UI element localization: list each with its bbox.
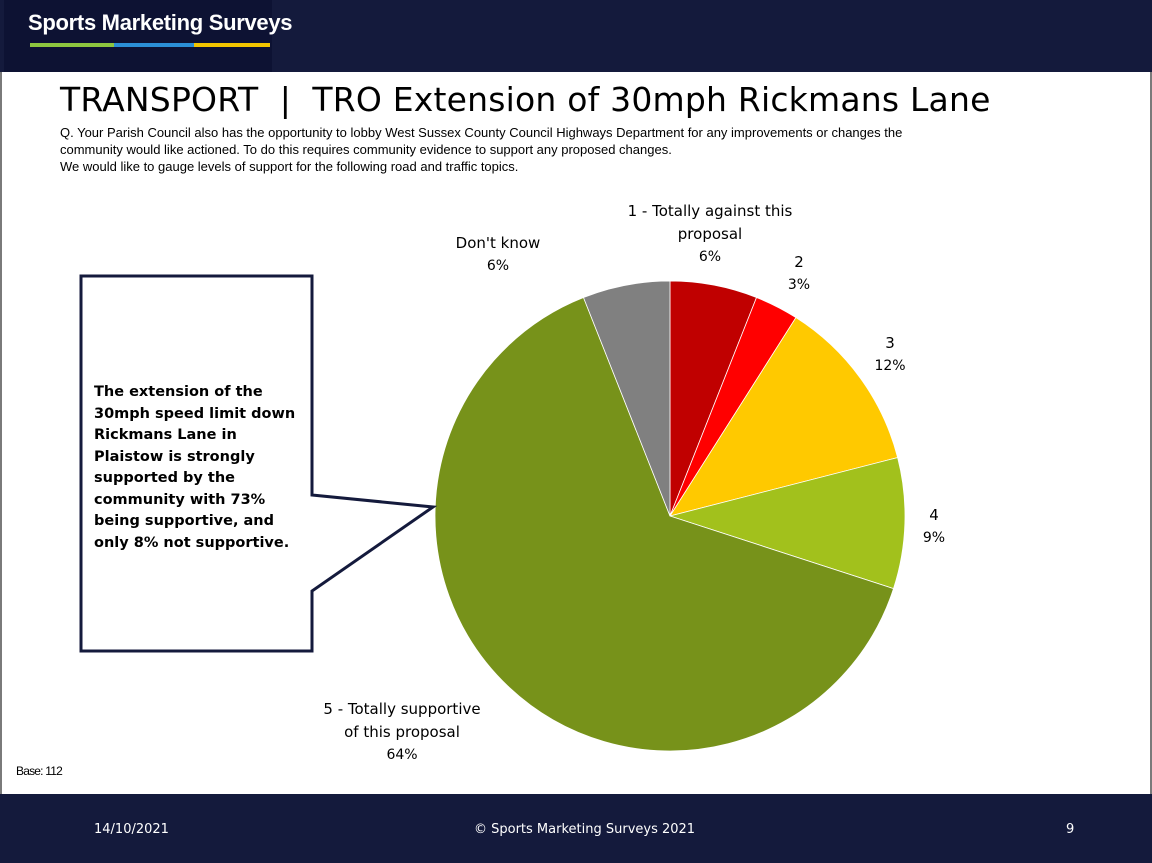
page-title: TRANSPORT | TRO Extension of 30mph Rickm… [60,80,991,119]
callout-box [79,274,438,653]
slice-label-5-value: 64% [386,747,418,763]
slice-label-5-line-2: of this proposal [344,723,460,741]
slice-label-3-value: 12% [874,358,906,374]
page-number: 9 [1066,822,1075,837]
brand-logo-text: Sports Marketing Surveys [28,10,293,35]
slice-label-5-line-1: 5 - Totally supportive [323,700,481,718]
question-line: We would like to gauge levels of support… [60,159,519,174]
slice-label-4: 4 9% [904,504,964,550]
logo-stripe-green [30,43,114,47]
slice-label-4-value: 9% [922,530,946,546]
slide-border-right [1150,72,1152,794]
footer-copyright: © Sports Marketing Surveys 2021 [474,822,696,837]
slice-label-dont-know: Don't know 6% [428,232,568,278]
pie-slice-6 [582,280,671,517]
base-size: Base: 112 [16,764,63,778]
question-line: Q. Your Parish Council also has the oppo… [60,125,903,140]
slice-label-3-line-1: 3 [885,334,895,352]
slice-label-2-value: 3% [787,277,811,293]
slice-label-4-line-1: 4 [929,506,939,524]
slice-label-dont-know-value: 6% [486,258,510,274]
footer-date: 14/10/2021 [94,822,169,837]
question-line: community would like actioned. To do thi… [60,142,672,157]
callout-text: The extension of the 30mph speed limit d… [94,384,296,551]
pie-slice-4 [668,457,906,590]
slice-label-1-value: 6% [698,249,722,265]
slice-label-5: 5 - Totally supportive of this proposal … [282,698,522,767]
pie-slice-3 [669,317,899,517]
slice-label-2-line-1: 2 [794,253,804,271]
slice-label-3: 3 12% [860,332,920,378]
footer-bar: 14/10/2021 © Sports Marketing Surveys 20… [0,794,1152,863]
logo-stripe-blue [114,43,194,47]
pie-slice-5 [434,296,895,752]
slice-label-1: 1 - Totally against this proposal 6% [560,200,860,269]
brand-logo: Sports Marketing Surveys [4,0,293,72]
slice-label-dont-know-line-1: Don't know [455,234,541,252]
logo-stripe-yellow [194,43,270,47]
slide-border-left [0,72,2,794]
slice-label-2: 2 3% [769,251,829,297]
question-text: Q. Your Parish Council also has the oppo… [60,124,1070,175]
pie-slices [434,280,906,752]
slice-label-1-line-1: 1 - Totally against this [627,202,793,220]
slice-label-1-line-2: proposal [677,225,743,243]
